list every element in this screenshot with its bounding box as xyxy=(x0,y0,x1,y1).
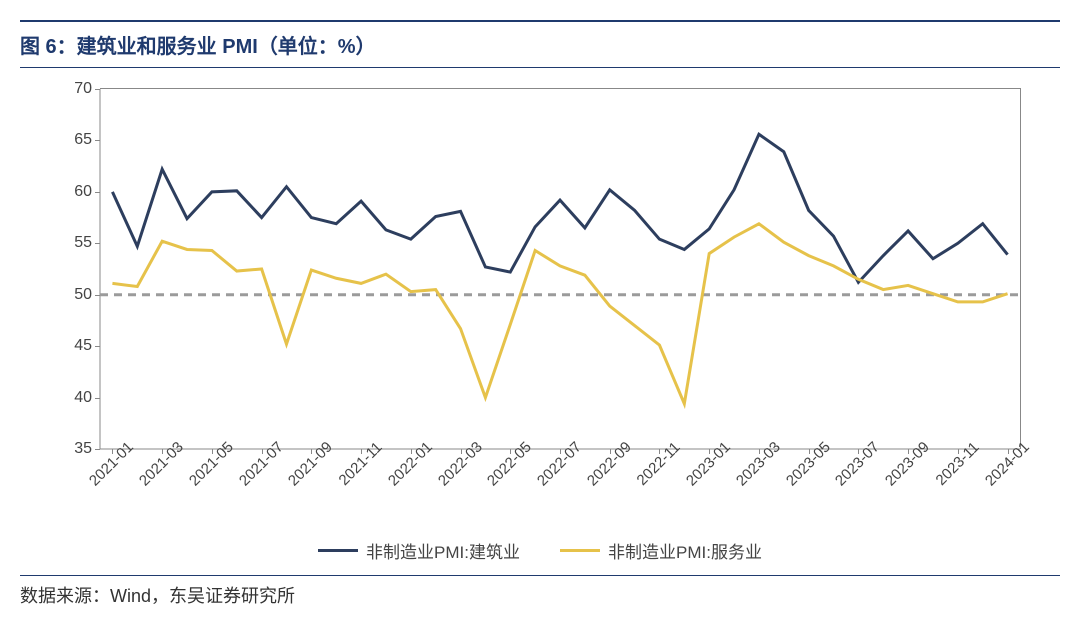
x-tick-mark xyxy=(112,449,113,454)
x-tick-mark xyxy=(759,449,760,454)
x-tick-mark xyxy=(262,449,263,454)
series-line xyxy=(112,224,1007,404)
data-source: 数据来源：Wind，东吴证券研究所 xyxy=(20,575,1060,608)
y-tick-mark xyxy=(95,449,100,450)
x-tick-mark xyxy=(908,449,909,454)
legend-label: 非制造业PMI:服务业 xyxy=(608,538,762,563)
legend-item: 非制造业PMI:服务业 xyxy=(560,538,762,563)
chart-title: 图 6：建筑业和服务业 PMI（单位：%） xyxy=(20,20,1060,68)
x-tick-mark xyxy=(858,449,859,454)
y-tick-mark xyxy=(95,243,100,244)
y-tick-mark xyxy=(95,89,100,90)
plot-area: 35404550556065702021-012021-032021-05202… xyxy=(100,88,1021,449)
chart-svg xyxy=(100,89,1020,449)
y-tick-mark xyxy=(95,398,100,399)
y-tick-mark xyxy=(95,192,100,193)
legend-swatch xyxy=(560,549,600,552)
x-tick-mark xyxy=(510,449,511,454)
series-line xyxy=(112,134,1007,282)
x-tick-mark xyxy=(212,449,213,454)
x-tick-mark xyxy=(1008,449,1009,454)
y-tick-mark xyxy=(95,140,100,141)
legend-label: 非制造业PMI:建筑业 xyxy=(366,538,520,563)
x-tick-mark xyxy=(361,449,362,454)
legend-swatch xyxy=(318,549,358,552)
x-tick-mark xyxy=(958,449,959,454)
x-tick-mark xyxy=(311,449,312,454)
x-tick-mark xyxy=(809,449,810,454)
legend: 非制造业PMI:建筑业 非制造业PMI:服务业 xyxy=(20,538,1060,563)
x-tick-mark xyxy=(411,449,412,454)
x-tick-mark xyxy=(560,449,561,454)
x-tick-mark xyxy=(461,449,462,454)
x-tick-mark xyxy=(709,449,710,454)
legend-item: 非制造业PMI:建筑业 xyxy=(318,538,520,563)
x-tick-mark xyxy=(659,449,660,454)
y-tick-mark xyxy=(95,295,100,296)
chart-area: 35404550556065702021-012021-032021-05202… xyxy=(40,78,1040,538)
x-tick-mark xyxy=(610,449,611,454)
x-tick-mark xyxy=(162,449,163,454)
y-tick-mark xyxy=(95,346,100,347)
